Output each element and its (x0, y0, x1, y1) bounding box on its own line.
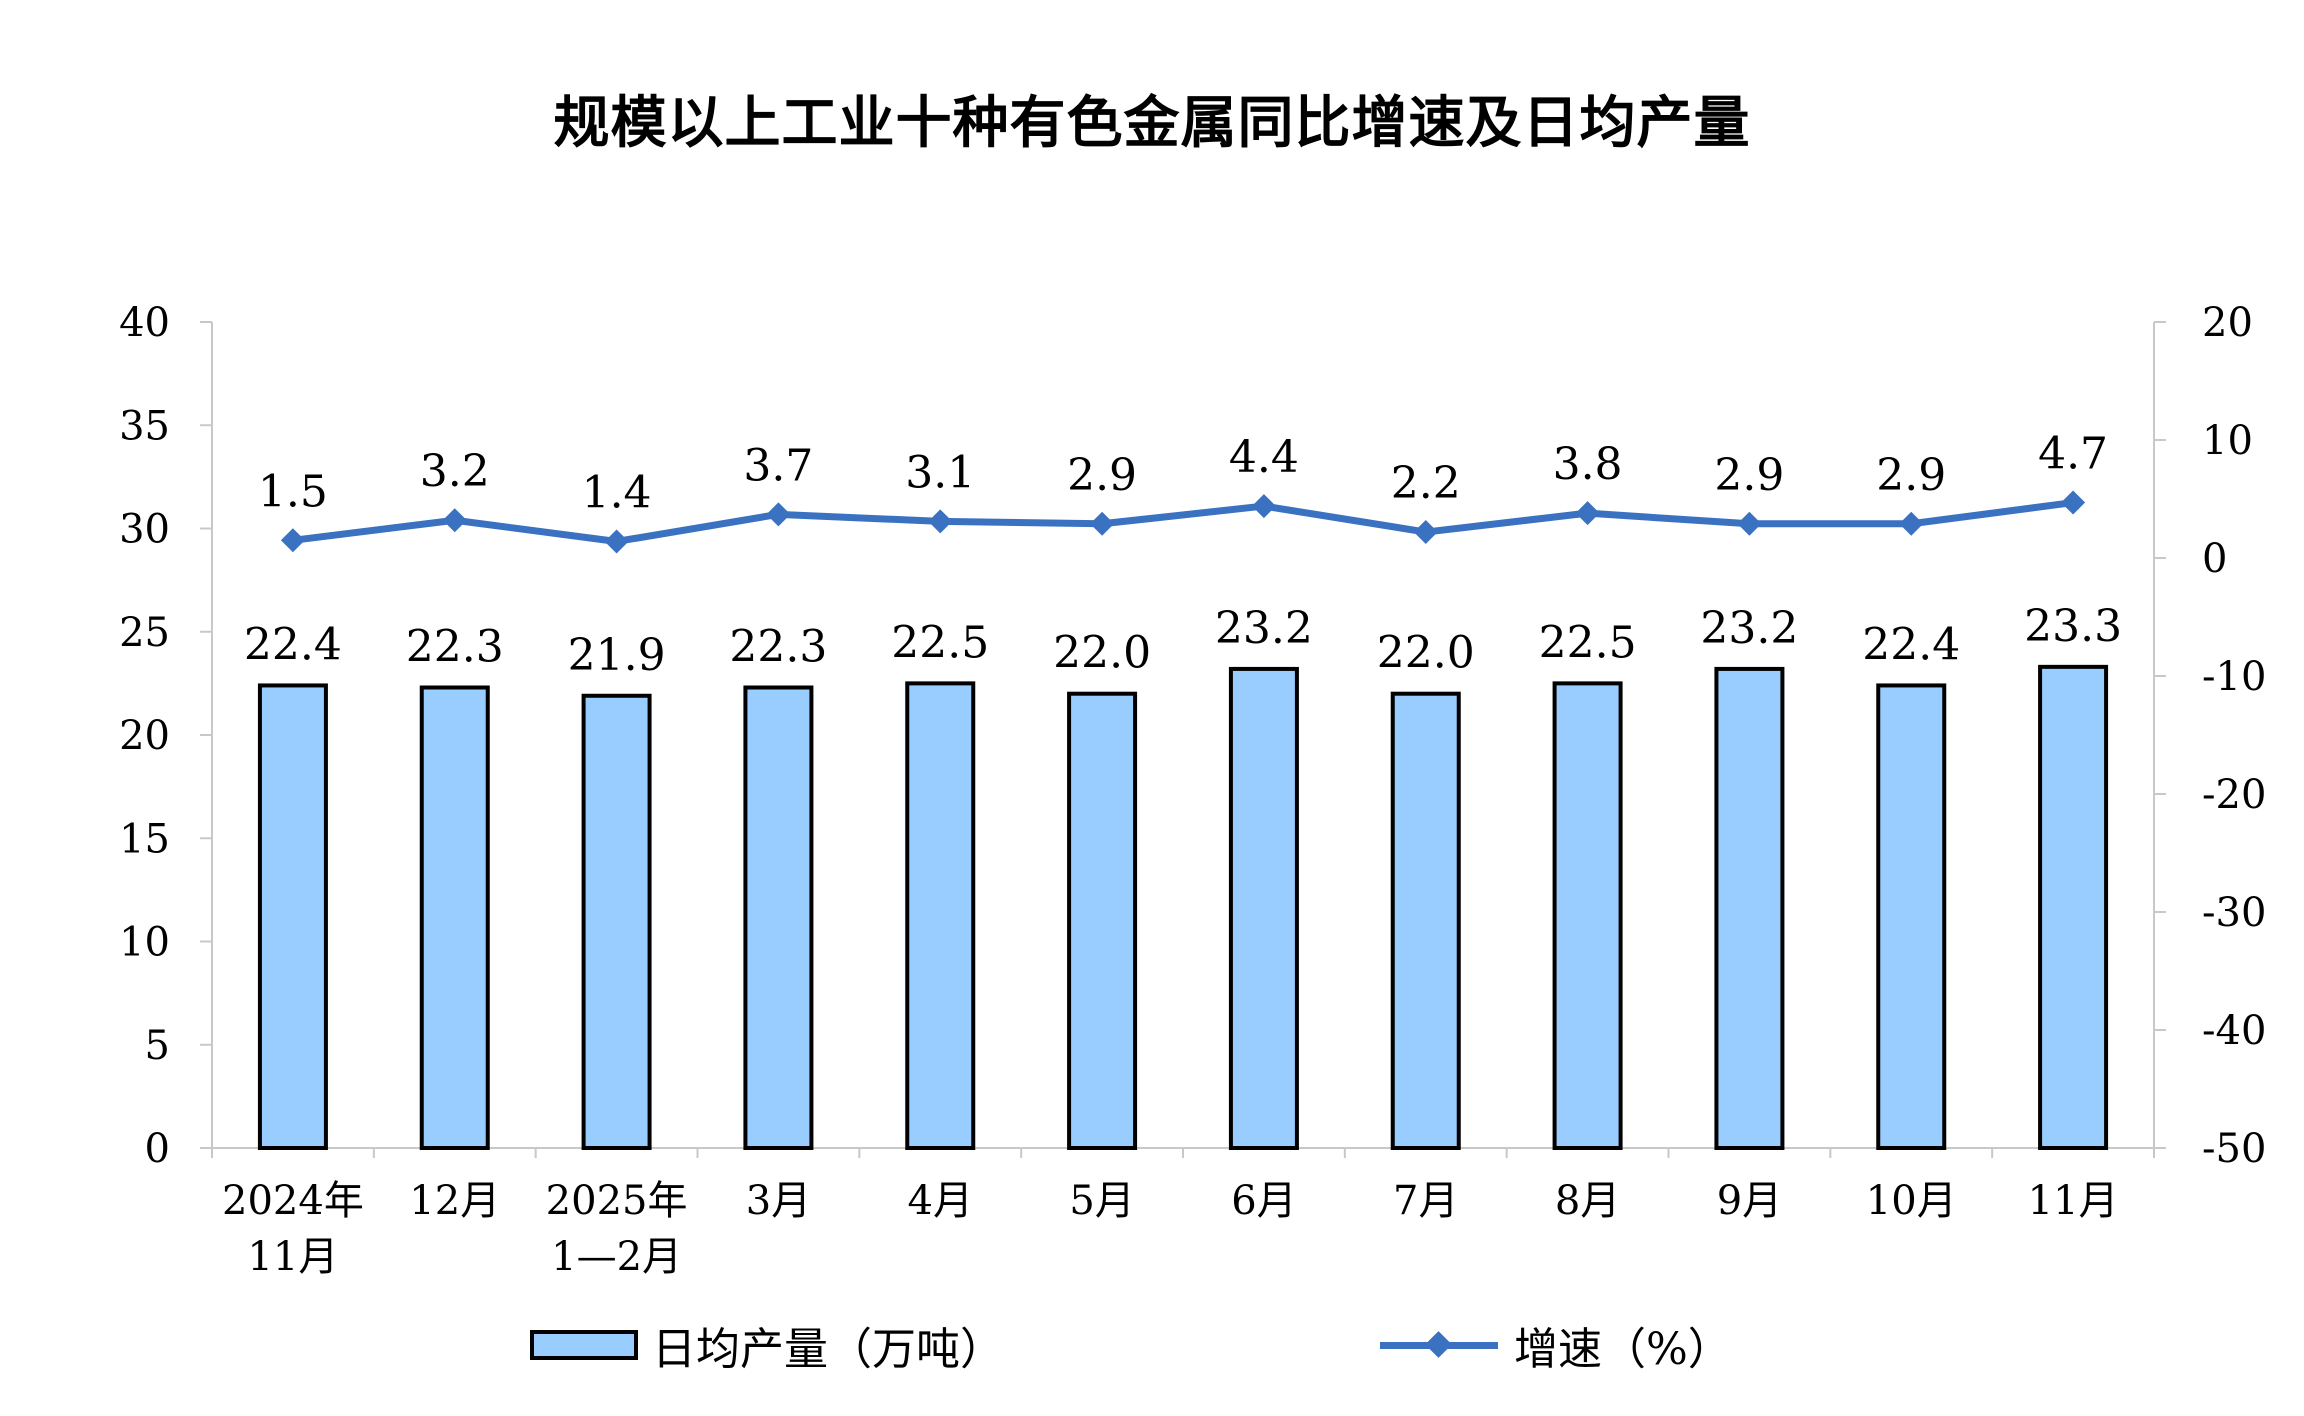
x-tick-label: 2025年 (546, 1178, 688, 1224)
bar (1228, 666, 1299, 1150)
line-marker (766, 502, 791, 527)
bar-value-label: 22.4 (1862, 619, 1960, 670)
legend-bar-label: 日均产量（万吨） (652, 1324, 1004, 1375)
bar (743, 685, 814, 1150)
x-tick-label: 11月 (2028, 1178, 2119, 1224)
line-series (280, 490, 2086, 554)
line-marker (604, 529, 629, 554)
bar-value-label: 22.3 (729, 622, 827, 673)
data-labels: 22.4 22.3 21.9 22.3 22.5 22.0 23.2 22.0 22.5 23.2… (244, 429, 2122, 681)
bar (1067, 691, 1138, 1150)
bar-value-label: 23.2 (1700, 603, 1798, 654)
line-marker (1737, 511, 1762, 536)
line-value-label: 4.4 (1229, 432, 1299, 483)
x-tick-label: 12月 (409, 1178, 500, 1224)
bar (905, 681, 976, 1150)
left-y-tick-label: 25 (119, 610, 170, 656)
legend-line-label: 增速（%） (1514, 1324, 1732, 1375)
right-y-tick-label: 20 (2202, 300, 2253, 346)
line-marker (1251, 494, 1276, 519)
chart-title: 规模以上工业十种有色金属同比增速及日均产量 (553, 91, 1751, 156)
x-tick-label: 8月 (1555, 1178, 1620, 1224)
right-y-tick-label: -50 (2202, 1126, 2266, 1172)
bar-series (257, 664, 2109, 1150)
line-marker (1575, 501, 1600, 526)
bar-value-label: 22.3 (406, 622, 504, 673)
line-value-label: 2.9 (1067, 450, 1137, 501)
x-tick-label: 3月 (746, 1178, 811, 1224)
x-tick-label: 11月 (247, 1234, 338, 1280)
right-y-tick-label: -20 (2202, 772, 2266, 818)
bar (1552, 681, 1623, 1150)
right-y-tick-label: 10 (2202, 418, 2253, 464)
left-y-tick-label: 0 (145, 1126, 170, 1172)
x-tick-label: 5月 (1069, 1178, 1134, 1224)
bar (1876, 683, 1947, 1150)
line-value-label: 2.9 (1714, 450, 1784, 501)
line-marker (1413, 520, 1438, 545)
bar (257, 683, 328, 1150)
line-value-label: 2.9 (1876, 450, 1946, 501)
x-tick-label: 6月 (1231, 1178, 1296, 1224)
line-marker (280, 528, 305, 553)
bar (419, 685, 490, 1150)
legend-item-daily-output[interactable]: 日均产量（万吨） (530, 1310, 1004, 1380)
legend-line-swatch (1380, 1330, 1498, 1360)
bar-value-label: 21.9 (568, 630, 666, 681)
legend-bar-swatch (530, 1330, 638, 1360)
line-value-label: 2.2 (1391, 458, 1461, 509)
x-tick-label: 2024年 (222, 1178, 364, 1224)
left-y-tick-label: 20 (119, 713, 170, 759)
line-marker (2061, 490, 2086, 515)
right-y-tick-label: 0 (2202, 536, 2227, 582)
line-marker (1090, 511, 1115, 536)
left-y-tick-label: 30 (119, 507, 170, 553)
line-value-label: 3.1 (905, 447, 975, 498)
line-value-label: 4.7 (2038, 429, 2108, 480)
legend-item-growth-rate[interactable]: 增速（%） (1380, 1310, 1732, 1380)
right-y-tick-label: -30 (2202, 890, 2266, 936)
line-marker (1899, 511, 1924, 536)
x-tick-label: 1—2月 (551, 1234, 682, 1280)
bar-value-label: 23.2 (1215, 603, 1313, 654)
x-tick-label: 9月 (1717, 1178, 1782, 1224)
left-y-tick-label: 15 (119, 816, 170, 862)
left-y-tick-label: 35 (119, 403, 170, 449)
bar-value-label: 22.0 (1053, 628, 1151, 679)
growth-line (292, 499, 2074, 545)
bar (581, 693, 652, 1150)
line-marker (928, 509, 953, 534)
left-y-tick-label: 10 (119, 920, 170, 966)
right-y-tick-label: -10 (2202, 654, 2266, 700)
right-y-tick-label: -40 (2202, 1008, 2266, 1054)
line-value-label: 1.4 (582, 467, 652, 518)
bar-value-label: 22.5 (1539, 617, 1637, 668)
bar (2038, 664, 2109, 1150)
line-marker (442, 508, 467, 533)
x-tick-label: 7月 (1393, 1178, 1458, 1224)
line-value-label: 3.2 (420, 446, 490, 497)
bar (1714, 666, 1785, 1150)
x-tick-label: 4月 (908, 1178, 973, 1224)
left-y-tick-label: 40 (119, 300, 170, 346)
bar-value-label: 22.0 (1377, 628, 1475, 679)
legend-diamond-marker (1425, 1331, 1452, 1358)
line-value-label: 1.5 (258, 466, 328, 517)
axes: 0 5 10 15 20 25 30 35 40 -50 -40 -30 -20 -10 0 10 20 2024… (119, 300, 2266, 1280)
left-y-tick-label: 5 (145, 1023, 170, 1069)
x-tick-label: 10月 (1866, 1178, 1957, 1224)
line-value-label: 3.7 (743, 440, 813, 491)
bar-value-label: 23.3 (2024, 601, 2122, 652)
bar (1390, 691, 1461, 1150)
bar-value-label: 22.4 (244, 619, 342, 670)
bar-value-label: 22.5 (891, 617, 989, 668)
line-value-label: 3.8 (1553, 439, 1623, 490)
